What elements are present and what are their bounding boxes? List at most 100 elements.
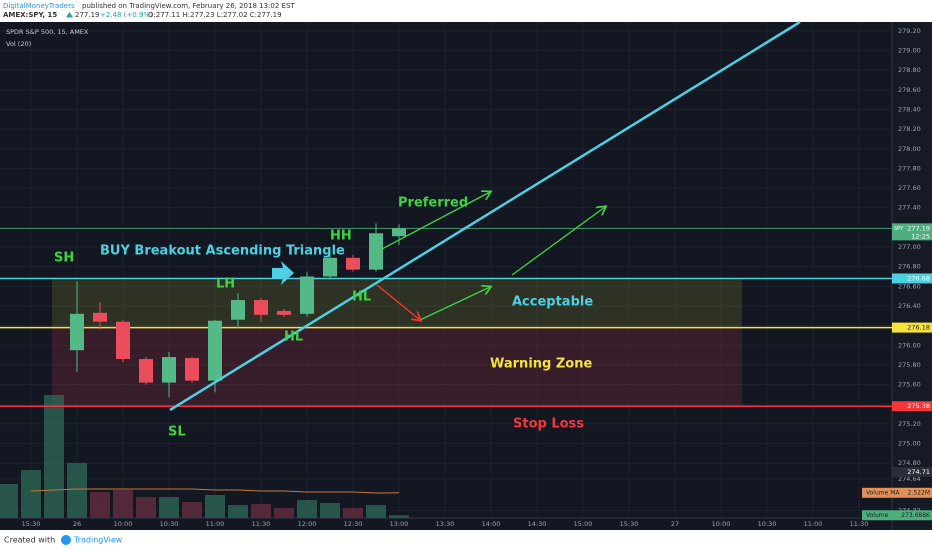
candle-body [254, 300, 268, 315]
y-tick-label: 278.40 [898, 105, 921, 113]
annotation: HH [330, 229, 352, 244]
candle-body [231, 300, 245, 320]
volume-bar [228, 505, 248, 518]
author[interactable]: DigitalMoneyTraders [3, 2, 75, 10]
footer-text: Created with [4, 536, 55, 545]
annotation: Acceptable [512, 295, 593, 310]
volume-bar [136, 497, 156, 518]
logo [61, 535, 71, 545]
price-box [892, 467, 932, 478]
arrow [376, 284, 420, 320]
y-tick-label: 276.00 [898, 341, 921, 349]
volume-bar [67, 463, 87, 518]
price-box-label: 274.71 [907, 468, 930, 476]
volume-bar [251, 504, 271, 518]
volume-bar [205, 495, 225, 518]
x-tick-label: 12:00 [298, 520, 317, 528]
candle-body [300, 276, 314, 314]
annotation: HL [284, 330, 303, 345]
up-icon [66, 12, 73, 18]
y-tick-label: 279.20 [898, 27, 921, 35]
y-tick-label: 275.20 [898, 420, 921, 428]
x-tick-label: 27 [671, 520, 679, 528]
volume-ma [30, 488, 400, 494]
y-tick-label: 278.80 [898, 66, 921, 74]
arrow [419, 287, 490, 321]
candle-body [70, 313, 84, 351]
candle-body [116, 321, 130, 360]
x-tick-label: 10:00 [114, 520, 133, 528]
candle-body [93, 312, 107, 322]
candle-body [346, 257, 360, 270]
x-tick-label: 15:30 [620, 520, 639, 528]
x-tick-label: 10:30 [160, 520, 179, 528]
y-tick-label: 274.80 [898, 459, 921, 467]
price-box [892, 223, 932, 241]
published: published on TradingView.com, February 2… [82, 2, 295, 10]
zone [52, 327, 742, 407]
x-tick-label: 11:30 [850, 520, 869, 528]
y-tick-label: 277.80 [898, 164, 921, 172]
indicator: Vol (20) [6, 40, 31, 48]
y-tick-label: 278.20 [898, 125, 921, 133]
candle-body [277, 310, 291, 315]
x-tick-label: 10:00 [712, 520, 731, 528]
footer-bg [0, 530, 932, 550]
change: +2.48 (+0.9%) [100, 11, 153, 19]
annotation: SH [54, 251, 74, 266]
x-tick-label: 13:00 [390, 520, 409, 528]
volume-bar [274, 508, 294, 518]
arrow [379, 192, 490, 251]
annotation: SL [168, 425, 186, 440]
symbol: AMEX:SPY, 15 [3, 11, 57, 19]
candle-body [162, 357, 176, 383]
volume-box [862, 487, 932, 498]
volume-box-label: 273.688K [901, 512, 931, 519]
instrument: SPDR S&P 500, 15, AMEX [6, 28, 89, 36]
volume-bar [343, 508, 363, 518]
y-tick-label: 277.60 [898, 184, 921, 192]
volume-bar [320, 503, 340, 518]
candle-body [369, 233, 383, 270]
annotation: LH [216, 277, 235, 292]
volume-bar [159, 497, 179, 518]
volume-bar [182, 502, 202, 518]
price-box-label: 275.38 [907, 402, 930, 410]
trendline [169, 20, 801, 412]
candle-body [392, 228, 406, 237]
y-tick-label: 277.00 [898, 243, 921, 251]
zone [52, 278, 742, 328]
x-tick-label: 13:30 [436, 520, 455, 528]
volume-box-label: 2.522M [908, 489, 930, 496]
annotation: BUY Breakout Ascending Triangle [100, 244, 345, 259]
price-box [892, 401, 932, 412]
candle-body [323, 257, 337, 277]
y-tick-label: 274.64 [898, 475, 921, 483]
y-tick-label: 276.80 [898, 263, 921, 271]
annotation: Stop Loss [513, 417, 584, 432]
x-tick-label: 14:00 [482, 520, 501, 528]
x-tick-label: 11:30 [252, 520, 271, 528]
price-box [892, 273, 932, 284]
annotation: Preferred [398, 196, 468, 211]
volume-bar [21, 470, 41, 518]
header-bg [0, 0, 932, 22]
candle-body [185, 358, 199, 381]
price-box-name: SPY [894, 226, 904, 232]
x-tick-label: 15:00 [574, 520, 593, 528]
y-tick-label: 278.60 [898, 86, 921, 94]
x-tick-label: 10:30 [758, 520, 777, 528]
brand[interactable]: TradingView [73, 536, 123, 545]
x-tick-label: 11:00 [804, 520, 823, 528]
volume-bar [366, 505, 386, 518]
x-tick-label: 15:30 [22, 520, 41, 528]
price-box-note: 12:25 [911, 232, 930, 240]
y-tick-label: 276.40 [898, 302, 921, 310]
price-box-label: 276.18 [907, 324, 930, 332]
volume-box [862, 510, 932, 521]
y-tick-label: 275.80 [898, 361, 921, 369]
volume-box-name: Volume [866, 512, 889, 519]
y-tick-label: 278.00 [898, 145, 921, 153]
x-tick-label: 11:00 [206, 520, 225, 528]
